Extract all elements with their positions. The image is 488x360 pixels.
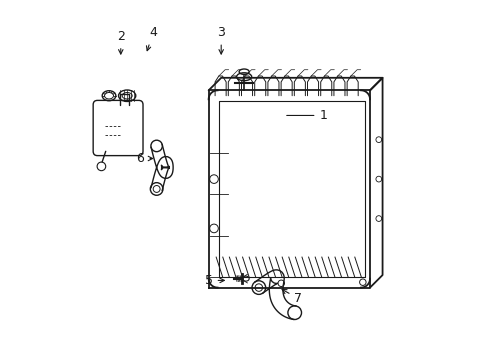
Text: 3: 3 (217, 27, 224, 54)
Text: 1: 1 (286, 109, 326, 122)
Text: 2: 2 (117, 30, 124, 54)
Text: 7: 7 (282, 289, 302, 305)
Text: 4: 4 (146, 27, 157, 51)
Text: 6: 6 (136, 152, 152, 165)
Text: 5: 5 (204, 274, 224, 287)
